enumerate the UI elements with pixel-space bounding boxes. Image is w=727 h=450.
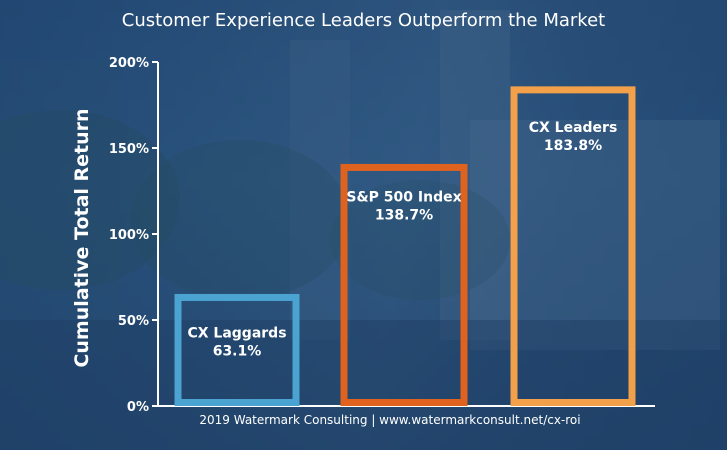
bar-value-label: 183.8% — [544, 138, 602, 154]
bar-value-label: 63.1% — [213, 343, 262, 359]
y-tick-label: 0% — [127, 400, 149, 415]
y-tick-label: 100% — [109, 228, 149, 243]
bar-category-label: S&P 500 Index — [346, 189, 461, 205]
source-caption: 2019 Watermark Consulting | www.watermar… — [199, 413, 581, 427]
bar — [510, 86, 636, 406]
axes: 0% 50% 100% 150% 200% — [109, 56, 655, 415]
chart-title: Customer Experience Leaders Outperform t… — [121, 10, 606, 31]
bar — [340, 163, 468, 406]
bar-category-label: CX Laggards — [187, 325, 286, 341]
y-tick-label: 150% — [109, 142, 149, 157]
y-tick-label: 50% — [118, 314, 149, 329]
bars: CX Laggards 63.1% S&P 500 Index 138.7% CX Le… — [174, 86, 636, 406]
bar-category-label: CX Leaders — [529, 120, 618, 136]
y-tick-label: 200% — [109, 56, 149, 71]
bar-value-label: 138.7% — [375, 207, 433, 223]
y-axis-title: Cumulative Total Return — [71, 108, 93, 367]
bar — [174, 293, 300, 406]
